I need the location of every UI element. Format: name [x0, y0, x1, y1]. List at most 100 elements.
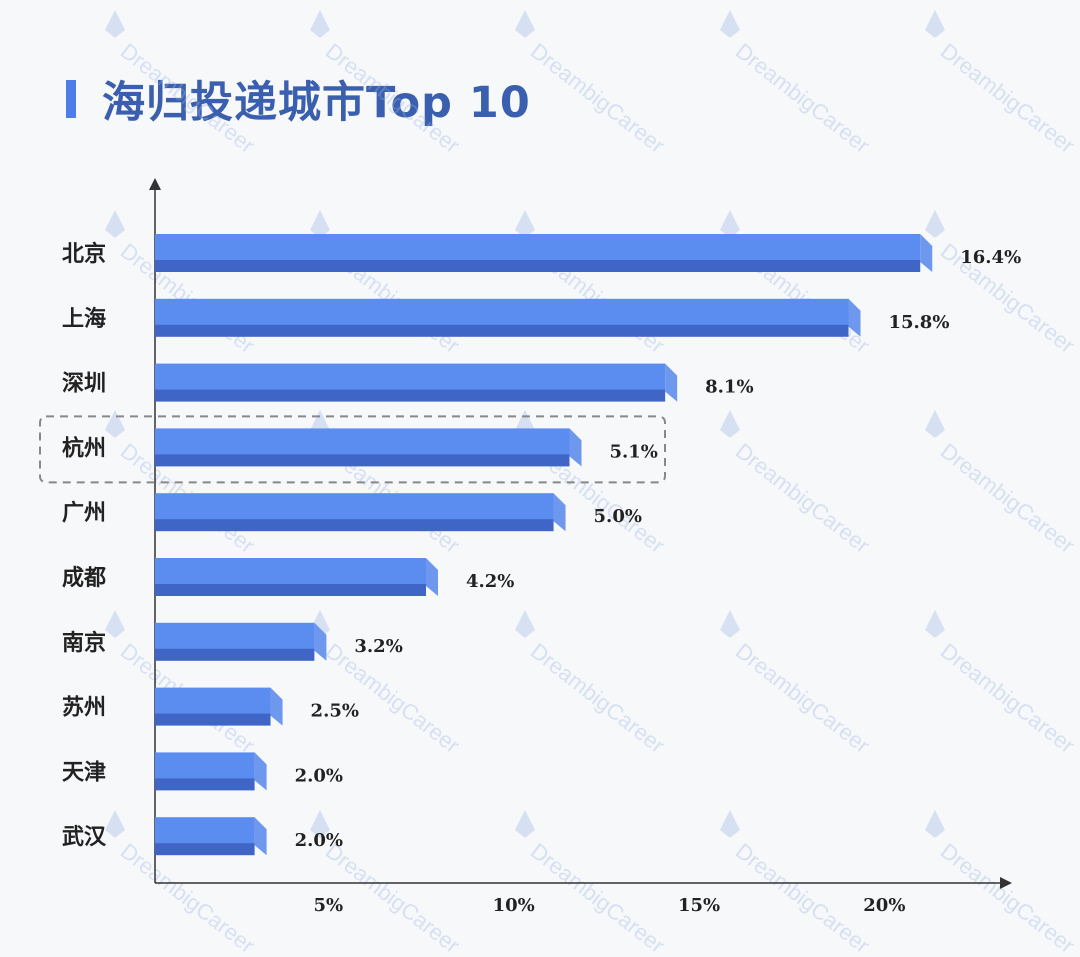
- bar-front: [155, 428, 570, 457]
- value-label: 2.5%: [311, 701, 359, 722]
- bar-side: [920, 234, 933, 272]
- bar-front: [155, 558, 426, 586]
- watermark-text: DreambigCareer: [731, 38, 875, 158]
- bar-bottom: [155, 389, 666, 402]
- watermark-logo: DreambigCareer: [925, 10, 1079, 158]
- pen-nib-icon: [925, 410, 945, 438]
- watermark-logo: DreambigCareer: [105, 10, 259, 158]
- watermark-text: DreambigCareer: [731, 838, 875, 957]
- bar-bottom: [155, 778, 255, 791]
- category-label: 成都: [62, 566, 106, 591]
- pen-nib-icon: [720, 10, 740, 38]
- pen-nib-icon: [720, 610, 740, 638]
- watermark-logo: DreambigCareer: [310, 610, 464, 758]
- x-axis-arrow-icon: [1000, 877, 1012, 889]
- category-label: 武汉: [62, 825, 107, 850]
- watermark-logo: DreambigCareer: [720, 410, 874, 558]
- pen-nib-icon: [515, 10, 535, 38]
- pen-nib-icon: [105, 810, 125, 838]
- bar-front: [155, 234, 921, 262]
- pen-nib-icon: [925, 210, 945, 238]
- pen-nib-icon: [720, 810, 740, 838]
- title-block: 海归投递城市Top 10: [66, 74, 531, 128]
- value-label: 8.1%: [705, 377, 753, 398]
- category-label: 南京: [62, 630, 106, 656]
- bar-side: [553, 493, 566, 532]
- bar-side: [425, 558, 438, 596]
- watermark-logo: DreambigCareer: [720, 610, 874, 758]
- bar-bottom: [155, 454, 570, 467]
- value-label: 5.0%: [594, 506, 642, 527]
- watermark-text: DreambigCareer: [936, 438, 1080, 558]
- pen-nib-icon: [105, 10, 125, 38]
- value-label: 16.4%: [960, 247, 1021, 268]
- bar-front: [155, 363, 666, 392]
- pen-nib-icon: [310, 10, 330, 38]
- watermark-logo: DreambigCareer: [515, 10, 669, 158]
- pen-nib-icon: [105, 210, 125, 238]
- bar-bottom: [155, 713, 271, 726]
- bar-bottom: [155, 843, 255, 856]
- pen-nib-icon: [720, 410, 740, 438]
- pen-nib-icon: [515, 210, 535, 238]
- watermark-logo: DreambigCareer: [310, 10, 464, 158]
- x-tick-label: 20%: [863, 895, 905, 916]
- watermark-text: DreambigCareer: [116, 838, 260, 957]
- category-label: 北京: [62, 241, 106, 267]
- watermark-text: DreambigCareer: [526, 38, 670, 158]
- bar-side: [254, 817, 267, 856]
- pen-nib-icon: [925, 810, 945, 838]
- bar-bottom: [155, 648, 315, 661]
- watermark-text: DreambigCareer: [936, 638, 1080, 758]
- bar-bottom: [155, 519, 554, 532]
- bar-bottom: [155, 324, 849, 337]
- pen-nib-icon: [515, 610, 535, 638]
- category-label: 深圳: [62, 372, 106, 397]
- pen-nib-icon: [105, 410, 125, 438]
- watermark-logo: DreambigCareer: [720, 10, 874, 158]
- bar-bottom: [155, 584, 426, 596]
- bar-front: [155, 622, 315, 651]
- pen-nib-icon: [925, 10, 945, 38]
- pen-nib-icon: [925, 610, 945, 638]
- watermark-text: DreambigCareer: [526, 838, 670, 957]
- category-label: 杭州: [62, 435, 106, 461]
- bar-side: [665, 363, 678, 402]
- x-tick-label: 5%: [314, 895, 344, 916]
- watermark-text: DreambigCareer: [321, 38, 465, 158]
- category-label: 苏州: [62, 695, 106, 721]
- category-label: 上海: [62, 306, 106, 332]
- bar-side: [314, 622, 327, 661]
- x-tick-label: 15%: [678, 895, 720, 916]
- pen-nib-icon: [720, 210, 740, 238]
- category-label: 天津: [62, 759, 106, 785]
- pen-nib-icon: [310, 210, 330, 238]
- pen-nib-icon: [105, 610, 125, 638]
- bar-side: [569, 428, 582, 467]
- bar-bottom: [155, 260, 921, 272]
- watermark-text: DreambigCareer: [936, 38, 1080, 158]
- bar-front: [155, 493, 554, 522]
- watermark-logo: DreambigCareer: [925, 410, 1079, 558]
- highlight-box: [39, 415, 666, 484]
- value-label: 5.1%: [609, 441, 657, 462]
- pen-nib-icon: [515, 810, 535, 838]
- watermark-text: DreambigCareer: [116, 38, 260, 158]
- watermark-text: DreambigCareer: [526, 638, 670, 758]
- value-label: 4.2%: [466, 571, 514, 592]
- pen-nib-icon: [310, 810, 330, 838]
- bar-front: [155, 817, 255, 846]
- title-accent-bar: [66, 80, 76, 118]
- category-label: 广州: [62, 500, 106, 526]
- watermark-logo: DreambigCareer: [515, 610, 669, 758]
- bar-front: [155, 298, 849, 327]
- watermark-logo: DreambigCareer: [925, 210, 1079, 358]
- bar-front: [155, 687, 271, 716]
- x-tick-label: 10%: [493, 895, 535, 916]
- value-label: 2.0%: [295, 765, 343, 786]
- watermark-logo: DreambigCareer: [925, 610, 1079, 758]
- value-label: 3.2%: [354, 636, 402, 657]
- watermark-text: DreambigCareer: [731, 438, 875, 558]
- bar-side: [848, 298, 861, 337]
